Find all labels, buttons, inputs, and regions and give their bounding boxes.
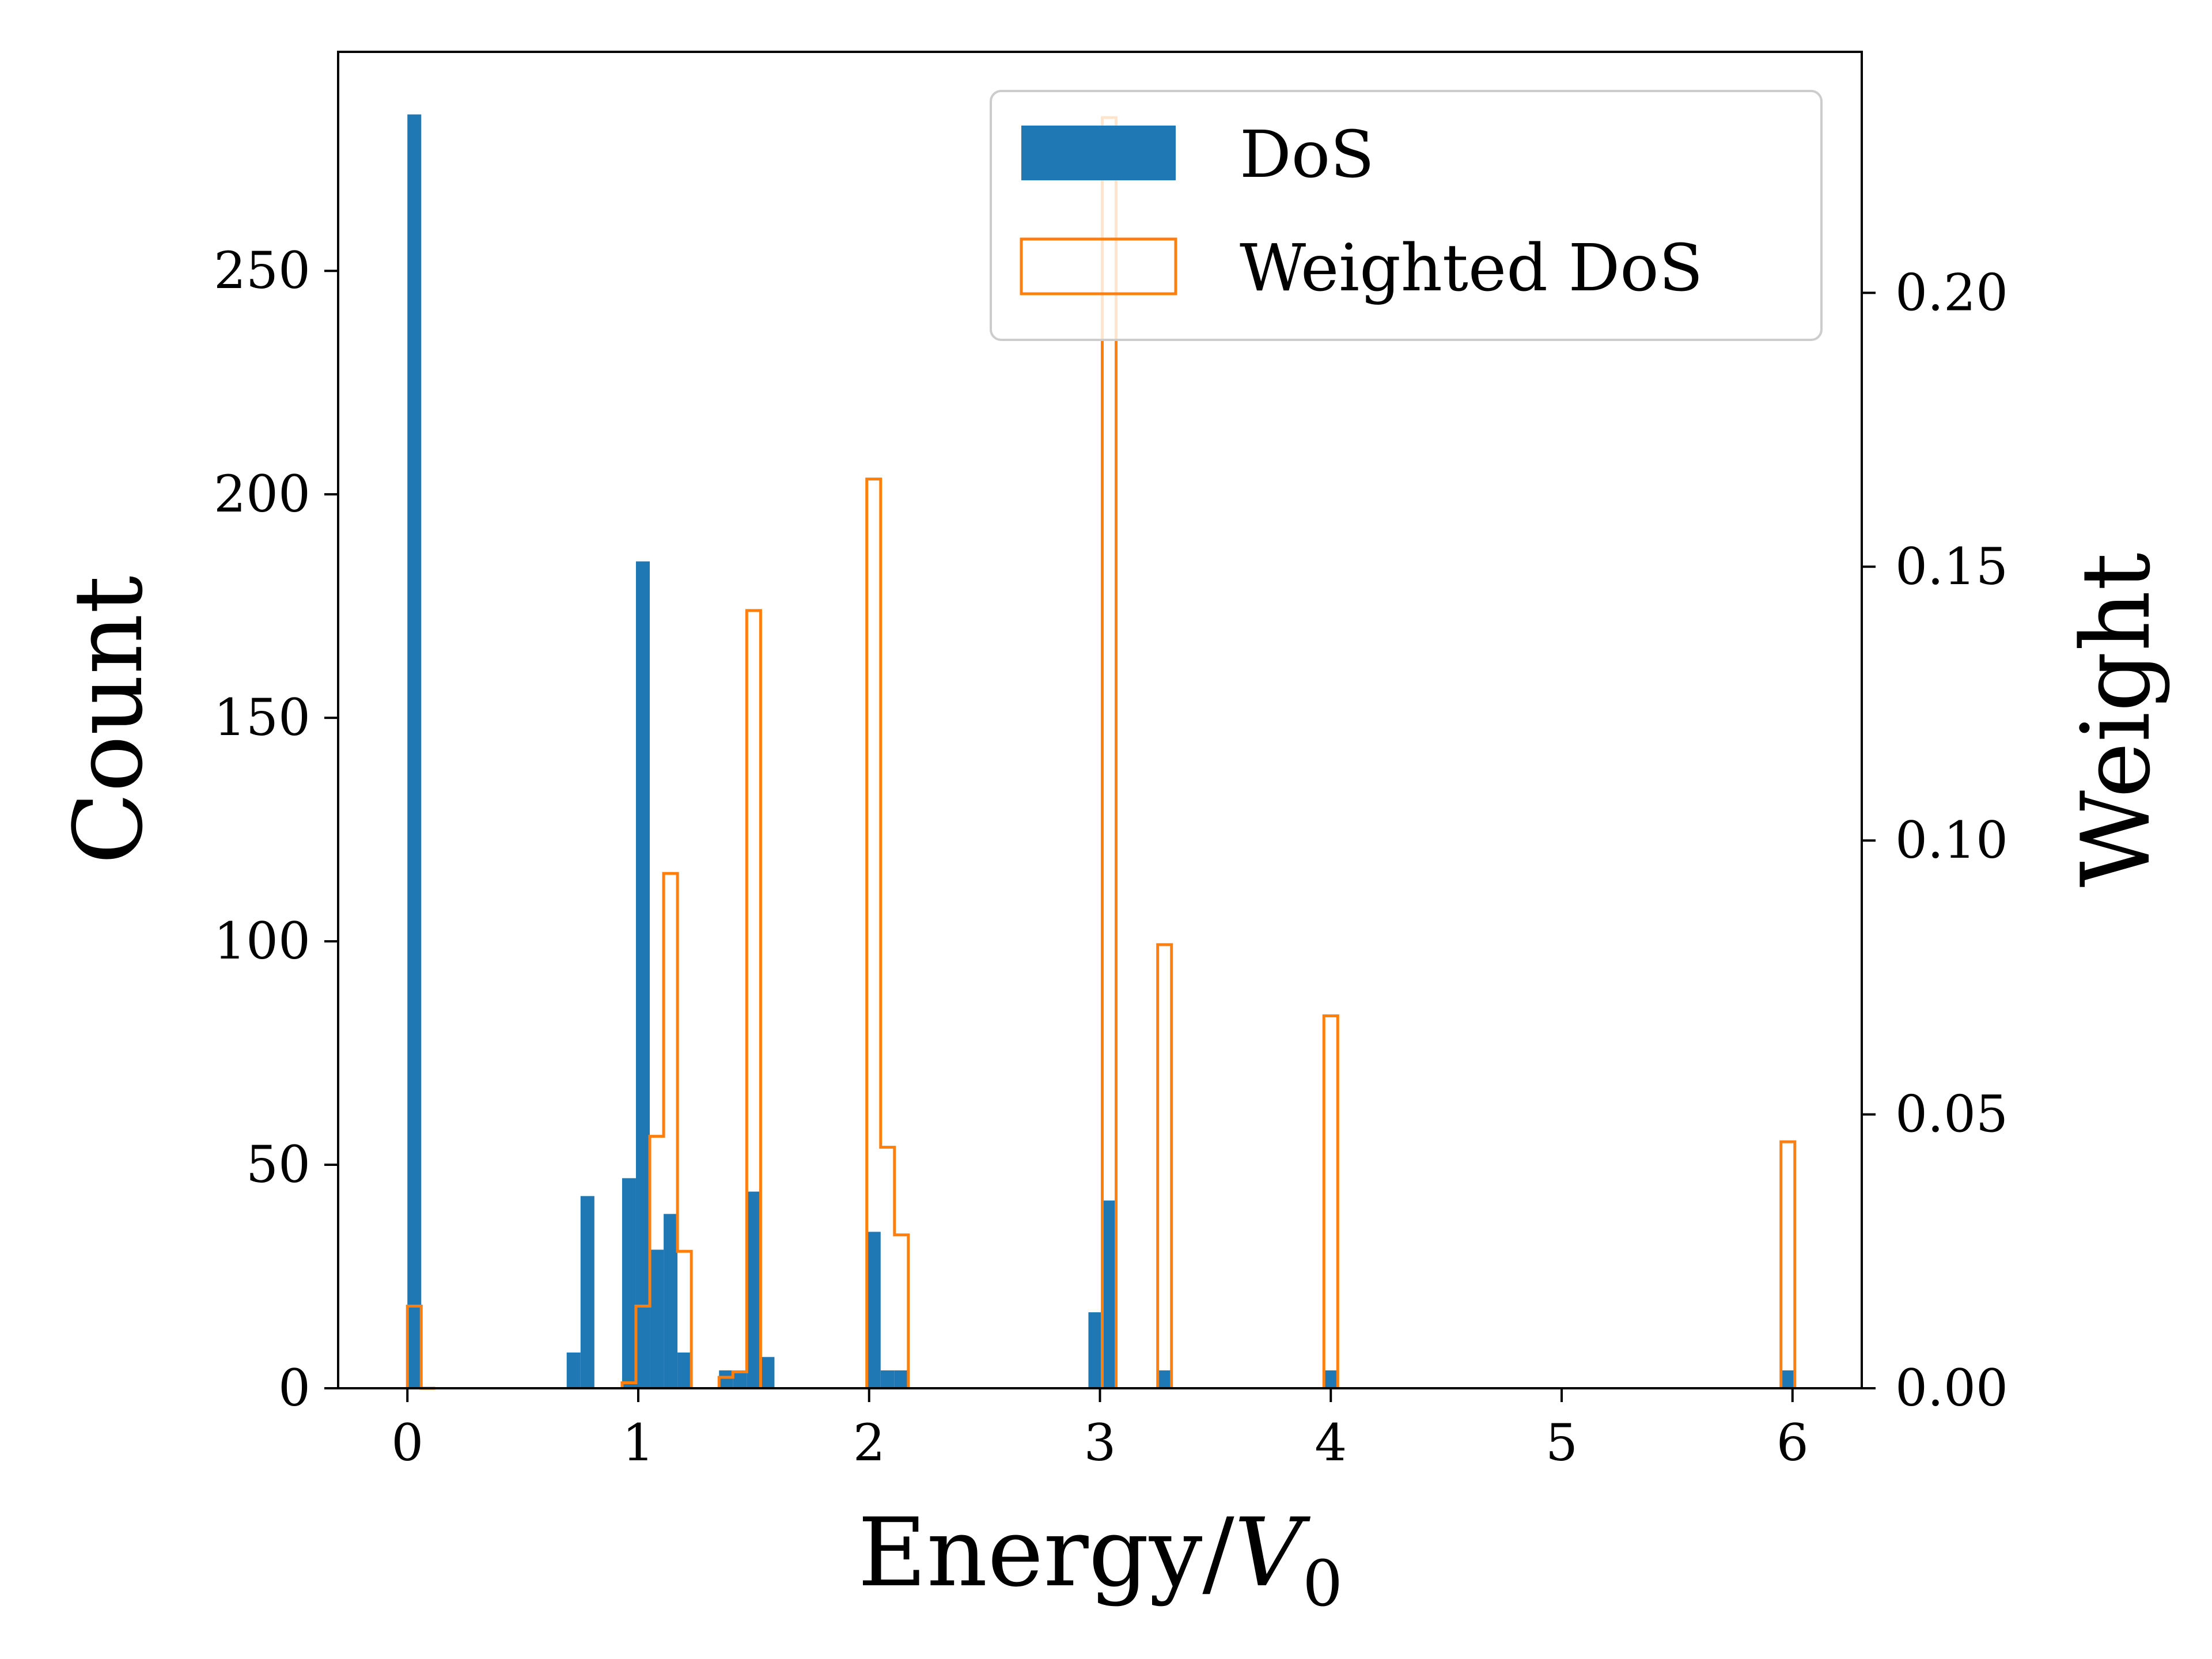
x-tick-label: 0 xyxy=(391,1413,423,1472)
left-y-axis-title: Count xyxy=(54,575,164,864)
right-y-tick-label: 0.00 xyxy=(1895,1358,2008,1418)
left-y-tick-label: 250 xyxy=(214,241,310,300)
right-y-tick-label: 0.15 xyxy=(1895,537,2008,596)
x-tick-label: 2 xyxy=(853,1413,885,1472)
right-y-axis-ticks: 0.00 0.05 0.10 0.15 0.20 xyxy=(1862,263,2008,1418)
x-tick-label: 1 xyxy=(622,1413,654,1472)
legend-dos-label: DoS xyxy=(1240,118,1374,192)
weighted-dos-steps xyxy=(406,116,1797,1390)
dos-bar-0 xyxy=(407,114,422,1389)
x-axis-title-var: V xyxy=(1234,1498,1311,1608)
right-y-tick-label: 0.20 xyxy=(1895,263,2008,322)
dos-bar-16 xyxy=(1088,1312,1103,1388)
dos-bar-8 xyxy=(677,1352,692,1388)
dos-bar-2 xyxy=(566,1352,581,1388)
legend: DoS Weighted DoS xyxy=(990,90,1823,341)
legend-frame xyxy=(990,90,1823,341)
weighted-dos-step-7 xyxy=(1779,1140,1797,1388)
dos-bar-18 xyxy=(1157,1370,1172,1388)
weighted-dos-step-5 xyxy=(1156,943,1173,1388)
dos-bar-15 xyxy=(894,1370,908,1388)
dos-bar-5 xyxy=(635,561,650,1388)
left-y-tick-label: 100 xyxy=(214,911,310,971)
dos-bar-17 xyxy=(1102,1200,1116,1388)
dos-bar-19 xyxy=(1324,1370,1338,1388)
dos-bars xyxy=(407,114,1795,1389)
dos-bar-10 xyxy=(733,1370,747,1388)
dos-bar-14 xyxy=(880,1370,895,1388)
x-tick-label: 3 xyxy=(1084,1413,1116,1472)
dos-bar-7 xyxy=(664,1214,678,1388)
dos-bar-20 xyxy=(1781,1370,1795,1388)
dos-bar-4 xyxy=(622,1178,636,1388)
right-y-axis-title: Weight xyxy=(2061,552,2171,887)
weighted-dos-step-2 xyxy=(717,609,762,1388)
x-axis-title-sub: 0 xyxy=(1302,1547,1343,1620)
dos-bar-6 xyxy=(650,1249,664,1388)
weighted-dos-step-3 xyxy=(865,478,910,1388)
right-y-tick-label: 0.05 xyxy=(1895,1085,2008,1144)
left-y-tick-label: 0 xyxy=(278,1358,310,1418)
left-y-axis-ticks: 0 50 100 150 200 250 xyxy=(214,241,338,1418)
dos-bar-12 xyxy=(760,1357,775,1388)
legend-weighted-label: Weighted DoS xyxy=(1240,231,1703,306)
weighted-dos-step-6 xyxy=(1322,1014,1339,1388)
dos-bar-13 xyxy=(866,1232,881,1388)
x-axis-ticks: 0 1 2 3 4 5 6 xyxy=(391,1388,1809,1472)
dos-bar-3 xyxy=(580,1196,594,1388)
legend-dos-swatch xyxy=(1021,126,1176,180)
x-tick-label: 6 xyxy=(1777,1413,1809,1472)
left-y-tick-label: 150 xyxy=(214,688,310,747)
x-tick-label: 5 xyxy=(1546,1413,1578,1472)
dos-bar-9 xyxy=(719,1370,733,1388)
weighted-dos-step-1 xyxy=(620,872,693,1388)
x-tick-label: 4 xyxy=(1315,1413,1347,1472)
left-y-tick-label: 50 xyxy=(246,1135,310,1194)
left-y-tick-label: 200 xyxy=(214,464,310,524)
legend-weighted-swatch xyxy=(1020,237,1177,296)
right-y-tick-label: 0.10 xyxy=(1895,810,2008,870)
x-axis-title-main: Energy/ xyxy=(858,1498,1234,1608)
dos-bar-11 xyxy=(747,1191,761,1388)
x-axis-title: Energy/V0 xyxy=(858,1498,1343,1620)
